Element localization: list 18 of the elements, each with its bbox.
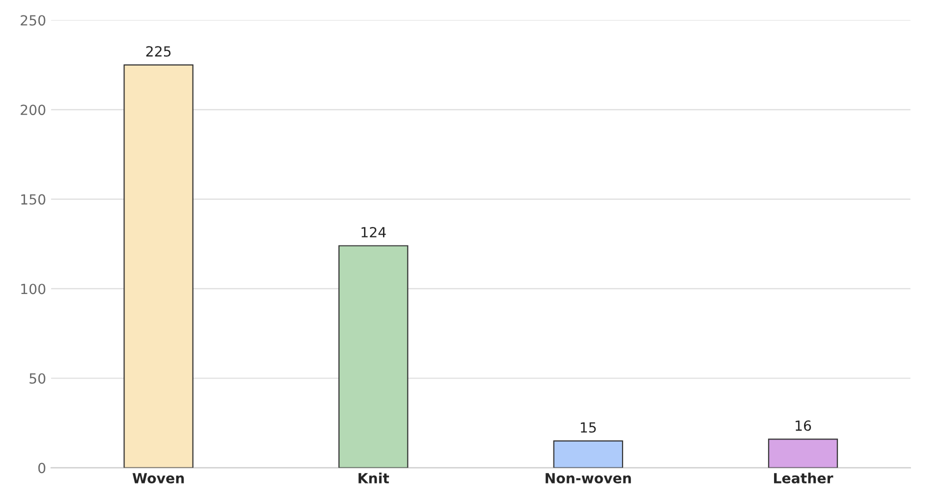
y-tick-label: 250 [20,15,46,26]
bar [338,245,408,468]
y-tick-label: 200 [20,104,46,116]
x-tick-label: Knit [358,472,390,484]
x-tick-label: Leather [774,472,834,484]
data-label: 225 [146,46,171,57]
data-label: 124 [362,226,386,238]
data-label: 16 [796,420,811,431]
bar [124,64,194,468]
y-tick-label: 100 [21,284,46,294]
bar [553,440,624,468]
x-tick-label: Non-woven [546,473,631,484]
y-tick-label: 150 [21,194,46,205]
bar [768,438,838,468]
data-label: 15 [580,422,596,433]
y-tick-label: 0 [38,462,46,474]
y-tick-label: 50 [30,373,46,384]
x-tick-label: Woven [132,473,184,484]
